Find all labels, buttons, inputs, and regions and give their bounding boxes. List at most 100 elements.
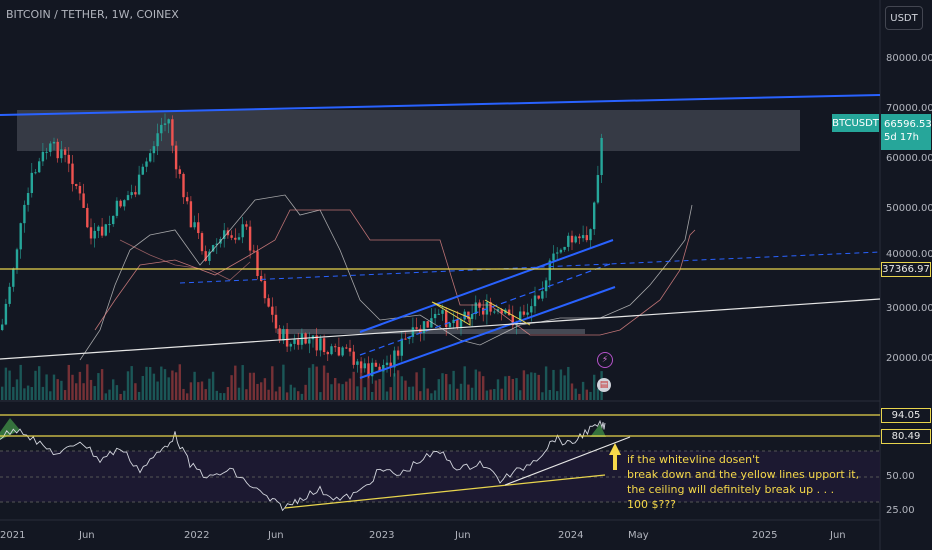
volume-bar <box>160 366 163 400</box>
volume-bar <box>330 384 333 400</box>
volume-bar <box>496 379 500 400</box>
price-label: 70000.00 <box>886 103 932 114</box>
channel-mid-line[interactable] <box>359 263 611 356</box>
candle-body <box>119 200 122 207</box>
candle-body <box>15 249 19 269</box>
volume-bar <box>374 380 378 400</box>
candle-body <box>75 184 78 186</box>
candle-body <box>337 347 341 356</box>
volume-bar <box>570 383 574 400</box>
candle-body <box>63 149 67 155</box>
candle-body <box>245 224 248 227</box>
volume-bar <box>267 389 270 400</box>
candle-body <box>319 338 322 351</box>
candle-body <box>134 192 137 195</box>
candle-body <box>522 311 526 315</box>
white-support-line[interactable] <box>0 298 881 360</box>
candle-body <box>589 229 592 241</box>
rsi-fill <box>0 418 606 440</box>
candle-body <box>352 351 355 365</box>
candle-body <box>356 361 359 365</box>
candle-body <box>326 352 329 355</box>
volume-bar <box>208 378 211 400</box>
volume-bar <box>404 380 407 400</box>
pattern-line[interactable] <box>484 299 531 326</box>
volume-bar <box>470 387 474 400</box>
price-label: 50000.00 <box>886 203 932 214</box>
candle-body <box>137 174 141 195</box>
candle-body <box>359 361 363 369</box>
candle-body <box>293 339 296 344</box>
volume-bar <box>341 384 344 400</box>
dashed-trendline[interactable] <box>179 251 881 284</box>
volume-bar <box>556 391 559 400</box>
long-resistance-trendline[interactable] <box>0 94 881 116</box>
candle-body <box>274 314 278 329</box>
volume-bar <box>186 393 189 400</box>
candle-body <box>341 347 344 356</box>
candle-body <box>93 230 96 239</box>
channel-upper-line[interactable] <box>359 239 614 333</box>
candle-body <box>404 338 407 340</box>
volume-bar <box>581 381 585 400</box>
volume-bar <box>152 373 156 400</box>
candle-body <box>297 339 300 345</box>
rsi-white-trendline[interactable] <box>504 436 631 486</box>
chart-annotation[interactable]: if the whitevline dosen't break down and… <box>627 453 860 511</box>
candle-body <box>500 309 503 314</box>
candle-body <box>389 362 392 368</box>
candle-body <box>38 161 41 173</box>
volume-bar <box>12 386 15 400</box>
triangle-pattern[interactable] <box>431 301 471 326</box>
volume-bar <box>393 373 396 400</box>
volume-bar <box>119 393 122 400</box>
volume-bar <box>463 366 466 400</box>
volume-bar <box>411 386 415 400</box>
volume-bar <box>108 389 111 400</box>
volume-bar <box>97 373 100 400</box>
candle-body <box>437 313 440 315</box>
candle-body <box>537 295 540 299</box>
volume-bar <box>226 387 230 400</box>
volume-bar <box>322 365 326 400</box>
candle-body <box>415 327 418 329</box>
lightning-event-icon[interactable]: ⚡ <box>597 352 613 368</box>
candle-body <box>581 235 585 239</box>
volume-bar <box>71 374 74 400</box>
candle-body <box>367 363 370 377</box>
candle-body <box>600 137 603 176</box>
candle-body <box>593 202 596 230</box>
candle-body <box>422 321 426 334</box>
candle-body <box>330 346 333 355</box>
volume-bar <box>371 391 374 400</box>
candle-body <box>71 163 74 185</box>
volume-bar <box>567 366 570 400</box>
volume-bars <box>1 364 603 400</box>
volume-bar <box>548 389 551 400</box>
us-flag-event-icon[interactable]: ▤ <box>597 378 611 392</box>
candle-body <box>267 298 270 307</box>
volume-bar <box>178 364 181 400</box>
candle-body <box>112 215 115 225</box>
volume-bar <box>248 372 252 400</box>
volume-bar <box>563 375 566 400</box>
rsi-level-badge: 80.49 <box>881 429 931 444</box>
channel-lower-line[interactable] <box>359 286 616 379</box>
volume-bar <box>389 387 392 400</box>
volume-bar <box>385 391 389 400</box>
candle-body <box>4 303 8 325</box>
candle-body <box>526 312 529 315</box>
candle-body <box>585 235 588 241</box>
candle-body <box>382 364 385 372</box>
resistance-zone[interactable] <box>17 110 800 151</box>
support-zone[interactable] <box>277 329 585 334</box>
volume-bar <box>311 364 315 400</box>
candle-body <box>252 250 255 252</box>
price-label: 40000.00 <box>886 249 932 260</box>
volume-bar <box>574 388 577 400</box>
rsi-yellow-trendline[interactable] <box>284 474 606 509</box>
symbol-badge: BTCUSDT <box>832 114 879 132</box>
currency-button[interactable]: USDT <box>885 6 923 30</box>
